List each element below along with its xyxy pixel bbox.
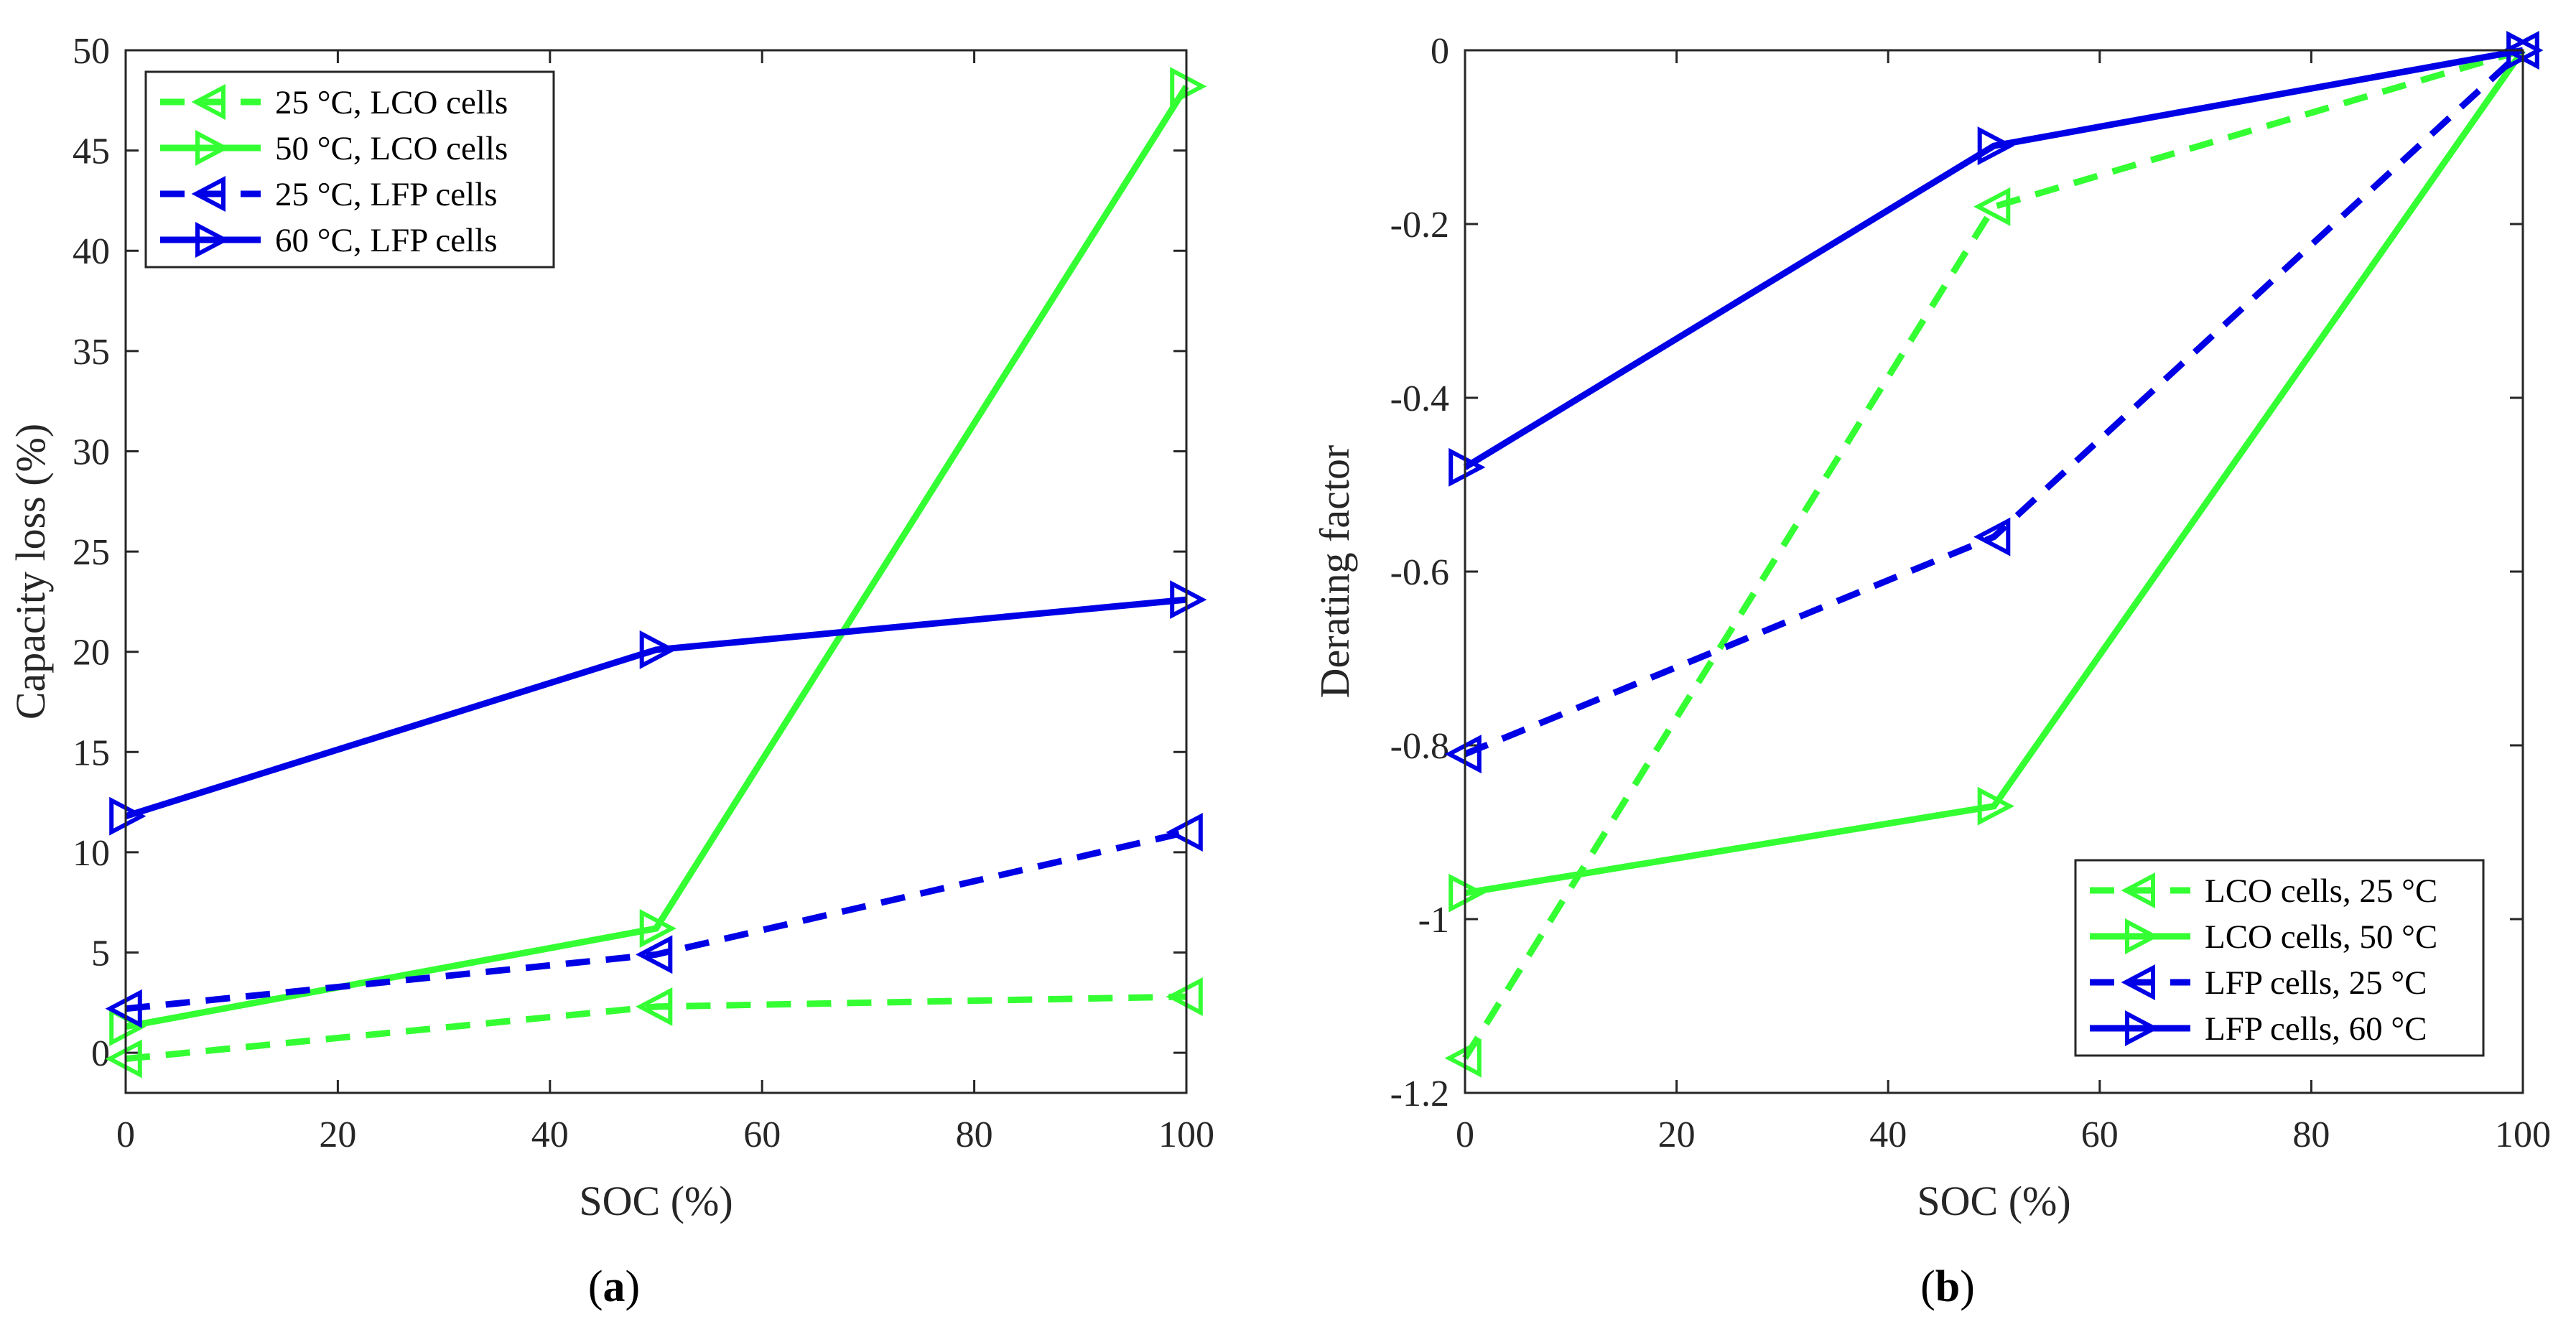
panel-b-legend-entry: LFP cells, 60 °C	[2205, 1010, 2427, 1048]
panel-b-series-4-point	[1977, 126, 2014, 166]
panel-a-legend-marker	[195, 222, 230, 258]
panel-b-series-4-line	[1463, 47, 2524, 470]
panel-b-series-2-line	[1464, 48, 2526, 897]
panel-b-caption-label: (b)	[1920, 1262, 1975, 1311]
panel-a-x-axis-title: SOC (%)	[579, 1178, 733, 1224]
panel-a-legend: 25 °C, LCO cells 50 °C, LCO cells 25 °C, L…	[144, 70, 555, 269]
panel-b-ytick-label: -0.2	[1390, 205, 1449, 246]
panel-a-series-4-line	[124, 596, 1187, 819]
panel-b-ytick-label: -1.2	[1390, 1073, 1449, 1114]
panel-b-xtick-label: 0	[1456, 1114, 1474, 1155]
panel-a-legend-marker	[195, 130, 230, 166]
panel-a-xtick-label: 100	[1158, 1114, 1214, 1155]
panel-a-xtick-label: 60	[743, 1114, 781, 1155]
panel-a-series-3-line	[125, 829, 1188, 1012]
panel-a-legend-marker	[191, 176, 225, 212]
panel-a-legend-marker	[191, 84, 225, 120]
panel-b-xtick-label: 100	[2495, 1114, 2551, 1155]
panel-a-legend-entry: 50 °C, LCO cells	[275, 130, 508, 167]
panel-b-legend-marker	[2125, 1010, 2159, 1046]
panel-a-series-2-line	[125, 84, 1189, 1030]
panel-b-xtick-label: 80	[2292, 1114, 2330, 1155]
panel-b-series-3-point	[1973, 517, 2011, 556]
panel-a-axes-frame	[124, 49, 1188, 1094]
panel-a-caption-label: (a)	[588, 1262, 640, 1311]
panel-b-legend: LCO cells, 25 °C LCO cells, 50 °C LFP cell…	[2074, 859, 2485, 1057]
panel-b-ytick-label: 0	[1431, 31, 1449, 72]
panel-b-ytick-label: -0.6	[1390, 552, 1449, 593]
panel-a-ytick-label: 0	[91, 1033, 110, 1074]
panel-b-ytick-label: -1	[1418, 900, 1449, 941]
panel-a-series-4-point	[639, 630, 676, 669]
panel-b-legend-marker	[2121, 964, 2155, 1000]
panel-a-ytick-label: 10	[73, 833, 110, 874]
panel-b-xtick-label: 40	[1869, 1114, 1907, 1155]
panel-a-legend-entry: 25 °C, LFP cells	[275, 176, 498, 213]
panel-b-legend-marker	[2125, 918, 2159, 954]
panel-b-legend-entry: LCO cells, 50 °C	[2205, 918, 2437, 956]
panel-a-legend-entry: 25 °C, LCO cells	[275, 84, 508, 121]
panel-b: 0 20 40 60 80 100 0 -0.2 -0.4 -0.6 -0.8 -1 -1.2 SOC (…	[1311, 31, 2551, 1311]
panel-b-legend-entry: LFP cells, 25 °C	[2205, 964, 2427, 1002]
panel-b-legend-entry: LCO cells, 25 °C	[2205, 872, 2437, 910]
panel-a-ytick-label: 25	[73, 532, 110, 573]
panel-a-series-1-point	[636, 987, 673, 1026]
panel-a-ytick-label: 50	[73, 31, 110, 72]
panel-b-y-axis-title: Derating factor	[1311, 445, 1358, 699]
panel-b-series-2-point	[1977, 786, 2014, 826]
panel-a-ytick-label: 40	[73, 231, 110, 272]
panel-b-x-axis-title: SOC (%)	[1917, 1178, 2070, 1224]
panel-a-ytick-label: 35	[73, 332, 110, 373]
panel-a-xtick-label: 80	[956, 1114, 993, 1155]
panel-a-ytick-label: 20	[73, 633, 110, 674]
panel-b-xtick-label: 20	[1658, 1114, 1696, 1155]
panel-a-y-axis-title: Capacity loss (%)	[7, 424, 54, 719]
panel-a-legend-entry: 60 °C, LFP cells	[275, 222, 498, 259]
panel-a-ytick-label: 15	[73, 732, 110, 773]
panel-a-ytick-label: 45	[73, 131, 110, 172]
panel-a-series-3-point	[636, 935, 673, 974]
panel-a-series-1-line	[125, 993, 1187, 1063]
panel-b-series-3-line	[1464, 47, 2526, 758]
panel-b-ytick-label: -0.4	[1390, 378, 1449, 419]
panel-a-series-2-point	[639, 909, 676, 948]
panel-b-legend-marker	[2121, 872, 2155, 908]
panel-b-ytick-label: -0.8	[1390, 726, 1449, 767]
panel-a-xtick-label: 40	[531, 1114, 569, 1155]
panel-a-ytick-label: 5	[91, 933, 110, 974]
panel-a-ytick-label: 30	[73, 432, 110, 472]
panel-a-xtick-label: 20	[319, 1114, 356, 1155]
panel-a: 0 20 40 60 80 100 0 5 10 15 20 25 30 35 40 45 50 SOC (%) C…	[7, 31, 1214, 1311]
panel-b-series-1-point	[1973, 187, 2011, 226]
panel-b-xtick-label: 60	[2081, 1114, 2119, 1155]
panel-a-xtick-label: 0	[116, 1114, 135, 1155]
panel-b-axes-frame	[1464, 49, 2524, 1094]
panel-b-series-1-line	[1462, 47, 2524, 1060]
